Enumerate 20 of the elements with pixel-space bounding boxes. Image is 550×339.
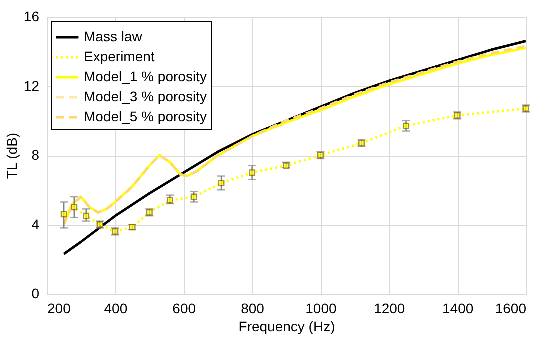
- y-tick-label: 8: [32, 147, 40, 163]
- y-axis-title: TL (dB): [4, 132, 20, 180]
- legend-label: Model_5 % porosity: [84, 108, 207, 124]
- legend-label: Model_1 % porosity: [84, 68, 207, 84]
- x-tick-label: 1600: [495, 300, 527, 316]
- legend-label: Model_3 % porosity: [84, 88, 207, 104]
- x-tick-label: 400: [104, 300, 128, 316]
- legend-label: Mass law: [84, 28, 144, 44]
- x-tick-label: 1000: [306, 300, 337, 316]
- x-tick-label: 1400: [442, 300, 474, 316]
- x-tick-label: 600: [172, 300, 196, 316]
- legend-label: Experiment: [84, 48, 155, 64]
- y-tick-label: 0: [32, 286, 40, 302]
- x-axis-title: Frequency (Hz): [238, 318, 336, 334]
- x-tick-label: 1200: [374, 300, 406, 316]
- x-tick-label: 800: [241, 300, 265, 316]
- y-tick-label: 4: [32, 216, 40, 232]
- x-tick-label: 200: [48, 300, 72, 316]
- y-tick-label: 16: [24, 8, 40, 24]
- y-tick-label: 12: [24, 78, 40, 94]
